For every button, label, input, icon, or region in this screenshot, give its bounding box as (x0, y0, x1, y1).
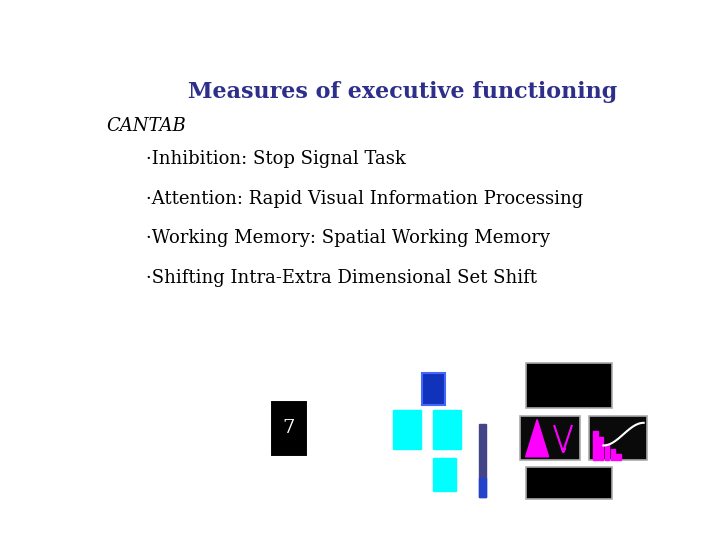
Bar (422, 373, 445, 405)
Bar (393, 410, 420, 449)
Bar (433, 458, 456, 491)
Bar (433, 410, 461, 449)
Polygon shape (134, 410, 156, 449)
Bar (526, 363, 612, 408)
Bar (479, 478, 486, 497)
Bar (593, 431, 598, 460)
Text: ·Shifting Intra-Extra Dimensional Set Shift: ·Shifting Intra-Extra Dimensional Set Sh… (145, 268, 537, 287)
Text: ·Inhibition: Stop Signal Task: ·Inhibition: Stop Signal Task (145, 150, 405, 168)
Bar (599, 437, 603, 460)
Text: CANTAB: CANTAB (107, 117, 186, 135)
Bar (156, 420, 191, 439)
Bar (520, 416, 580, 460)
Bar (526, 467, 612, 499)
Bar (605, 444, 609, 460)
Bar (589, 416, 647, 460)
Text: ???: ??? (314, 390, 325, 397)
Bar (479, 424, 486, 497)
Bar (616, 454, 621, 460)
Bar (611, 449, 615, 460)
Text: ·Attention: Rapid Visual Information Processing: ·Attention: Rapid Visual Information Pro… (145, 190, 583, 207)
Bar (270, 400, 308, 457)
Polygon shape (526, 420, 549, 457)
Text: 7: 7 (283, 420, 295, 437)
Text: Measures of executive functioning: Measures of executive functioning (188, 82, 617, 104)
Text: ·Working Memory: Spatial Working Memory: ·Working Memory: Spatial Working Memory (145, 229, 550, 247)
